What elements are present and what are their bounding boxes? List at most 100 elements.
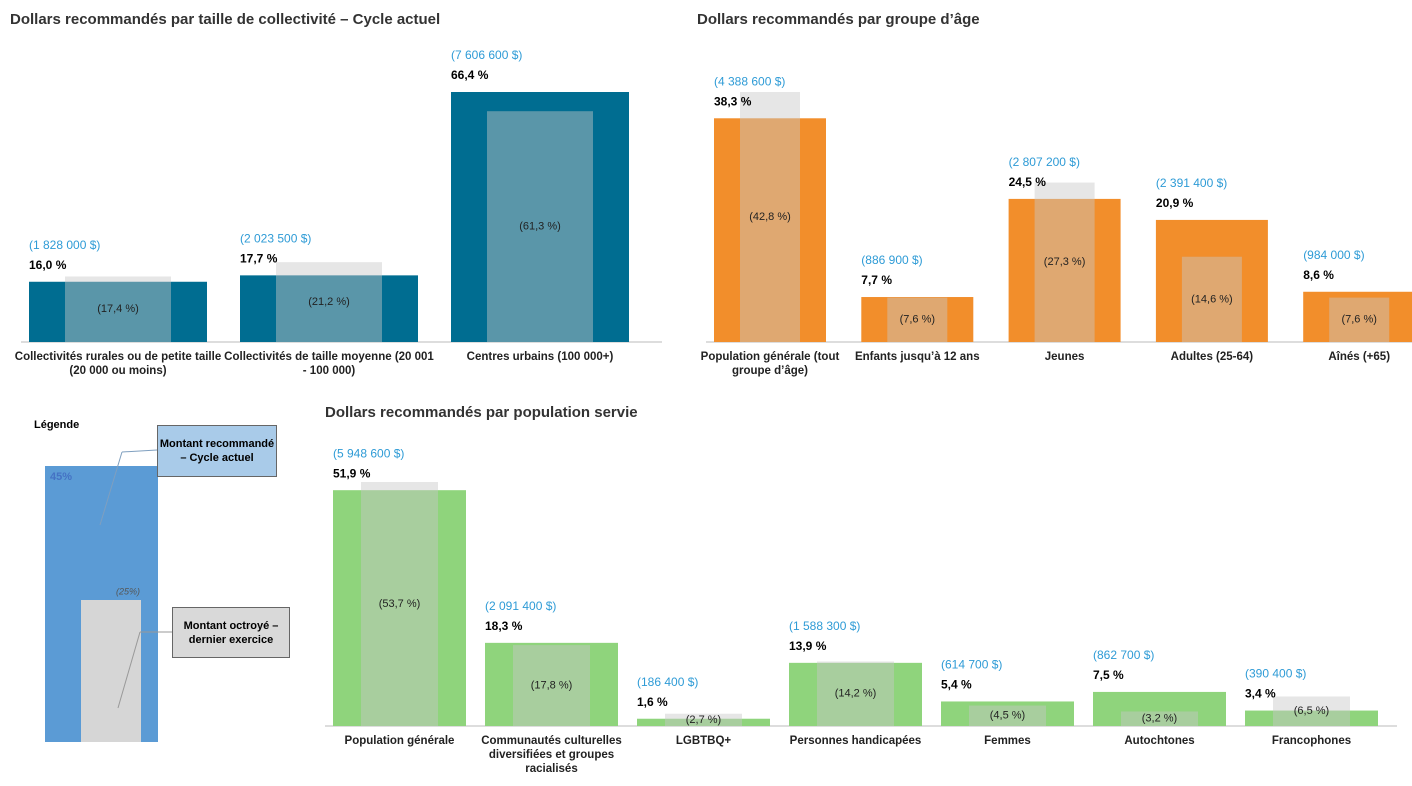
- previous-label: (3,2 %): [1142, 713, 1177, 725]
- value-label: 3,4 %: [1245, 687, 1276, 701]
- value-label: 20,9 %: [1156, 196, 1194, 210]
- previous-label: (7,6 %): [900, 314, 935, 326]
- amount-label: (1 828 000 $): [29, 238, 100, 252]
- previous-label: (21,2 %): [308, 296, 350, 308]
- value-label: 17,7 %: [240, 252, 278, 266]
- legend-title: Légende: [34, 419, 79, 431]
- amount-label: (390 400 $): [1245, 667, 1306, 681]
- previous-label: (4,5 %): [990, 710, 1025, 722]
- value-label: 7,7 %: [861, 273, 892, 287]
- bar-current: [1093, 691, 1226, 726]
- category-label: Personnes handicapées: [789, 735, 922, 747]
- bar-previous: [1329, 297, 1390, 342]
- previous-label: (53,7 %): [379, 598, 421, 610]
- value-label: 66,4 %: [451, 68, 489, 82]
- callout-line: [121, 449, 158, 453]
- bar-previous: [487, 111, 593, 342]
- previous-label: (17,8 %): [531, 679, 573, 691]
- previous-label: (27,3 %): [1044, 256, 1086, 268]
- previous-label: (14,6 %): [1191, 293, 1233, 305]
- value-label: 7,5 %: [1093, 668, 1124, 682]
- bar-previous: [887, 297, 948, 342]
- category-label: Enfants jusqu’à 12 ans: [854, 351, 980, 363]
- amount-label: (2 391 400 $): [1156, 176, 1227, 190]
- amount-label: (7 606 600 $): [451, 48, 522, 62]
- bar-current: [637, 718, 770, 726]
- category-label: Collectivités de taille moyenne (20 001 …: [224, 351, 434, 377]
- bar-previous: [665, 713, 742, 726]
- bar-current: [451, 92, 629, 342]
- amount-label: (2 023 500 $): [240, 232, 311, 246]
- bar-previous: [1181, 256, 1242, 342]
- bar-current: [1245, 710, 1378, 726]
- amount-label: (2 091 400 $): [485, 599, 556, 613]
- bar-current: [941, 701, 1074, 726]
- value-label: 18,3 %: [485, 619, 523, 633]
- bar-current: [714, 118, 826, 342]
- amount-label: (886 900 $): [861, 253, 922, 267]
- bar-previous: [361, 482, 438, 726]
- bar-current: [333, 490, 466, 726]
- previous-label: (2,7 %): [686, 714, 721, 726]
- category-label: Autochtones: [1124, 735, 1195, 747]
- bar-current: [1008, 198, 1121, 342]
- bar-previous: [1273, 696, 1350, 726]
- previous-label: (14,2 %): [835, 688, 877, 700]
- category-label: Population générale (tout groupe d’âge): [700, 351, 840, 377]
- chart-title: Dollars recommandés par groupe d’âge: [697, 11, 980, 28]
- bar-previous: [969, 705, 1046, 726]
- value-label: 13,9 %: [789, 639, 827, 653]
- category-label: Francophones: [1271, 735, 1352, 747]
- bar-current: [1303, 291, 1412, 342]
- bar-previous: [1121, 711, 1198, 726]
- amount-label: (614 700 $): [941, 658, 1002, 672]
- amount-label: (1 588 300 $): [789, 619, 860, 633]
- value-label: 16,0 %: [29, 258, 67, 272]
- bar-current: [240, 275, 418, 342]
- legend-swatch-previous: [81, 600, 141, 742]
- bar-previous: [276, 262, 382, 342]
- bar-current: [29, 281, 207, 342]
- amount-label: (2 807 200 $): [1009, 155, 1080, 169]
- category-label: Jeunes: [1044, 351, 1085, 363]
- category-label: LGBTBQ+: [675, 735, 732, 747]
- amount-label: (862 700 $): [1093, 648, 1154, 662]
- previous-label: (42,8 %): [749, 211, 791, 223]
- legend-example-current: 45%: [50, 471, 72, 483]
- chart-title: Dollars recommandés par population servi…: [325, 404, 638, 421]
- chart-title: Dollars recommandés par taille de collec…: [10, 11, 440, 28]
- bar-previous: [740, 92, 800, 342]
- bar-current: [485, 642, 618, 726]
- value-label: 8,6 %: [1303, 268, 1334, 282]
- previous-label: (17,4 %): [97, 303, 139, 315]
- value-label: 1,6 %: [637, 695, 668, 709]
- category-label: Population générale: [344, 735, 455, 747]
- amount-label: (984 000 $): [1303, 248, 1364, 262]
- bar-current: [789, 662, 922, 726]
- category-label: Femmes: [984, 735, 1031, 747]
- value-label: 51,9 %: [333, 466, 371, 480]
- previous-label: (61,3 %): [519, 221, 561, 233]
- category-label: Collectivités rurales ou de petite taill…: [14, 351, 222, 377]
- bar-previous: [1034, 182, 1095, 342]
- value-label: 5,4 %: [941, 678, 972, 692]
- callout-line: [117, 631, 141, 709]
- bar-previous: [65, 276, 171, 342]
- legend-graphic: Légende 45% (25%): [34, 419, 172, 742]
- previous-label: (6,5 %): [1294, 705, 1329, 717]
- amount-label: (186 400 $): [637, 675, 698, 689]
- amount-label: (4 388 600 $): [714, 74, 785, 88]
- amount-label: (5 948 600 $): [333, 446, 404, 460]
- bar-previous: [817, 661, 894, 726]
- category-label: Aînés (+65): [1328, 351, 1391, 363]
- callout-line: [99, 451, 123, 526]
- bar-previous: [513, 645, 590, 726]
- bar-current: [1155, 219, 1268, 342]
- legend-current: Montant recommandé – Cycle actuel: [157, 425, 277, 477]
- category-label: Adultes (25-64): [1170, 351, 1254, 363]
- previous-label: (7,6 %): [1341, 314, 1376, 326]
- value-label: 24,5 %: [1009, 175, 1047, 189]
- bar-current: [861, 297, 974, 342]
